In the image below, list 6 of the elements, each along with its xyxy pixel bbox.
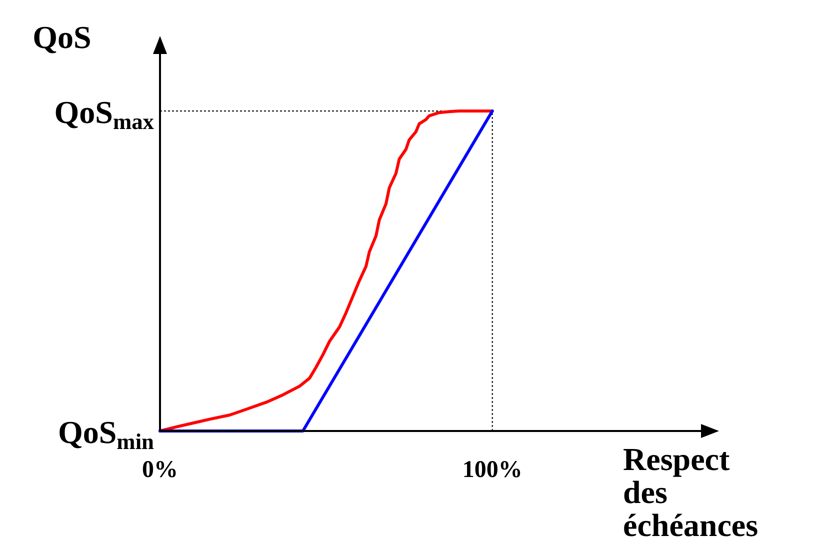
x-tick-label: 100% bbox=[462, 457, 522, 483]
x-axis-title: Respect des échéances bbox=[623, 441, 758, 543]
y-axis-title: QoS bbox=[32, 19, 92, 55]
x-tick-label: 0% bbox=[142, 457, 178, 483]
annotation: QoS$_{max}$ bbox=[54, 94, 155, 134]
annotation: QoS$_{min}$ bbox=[58, 414, 155, 454]
